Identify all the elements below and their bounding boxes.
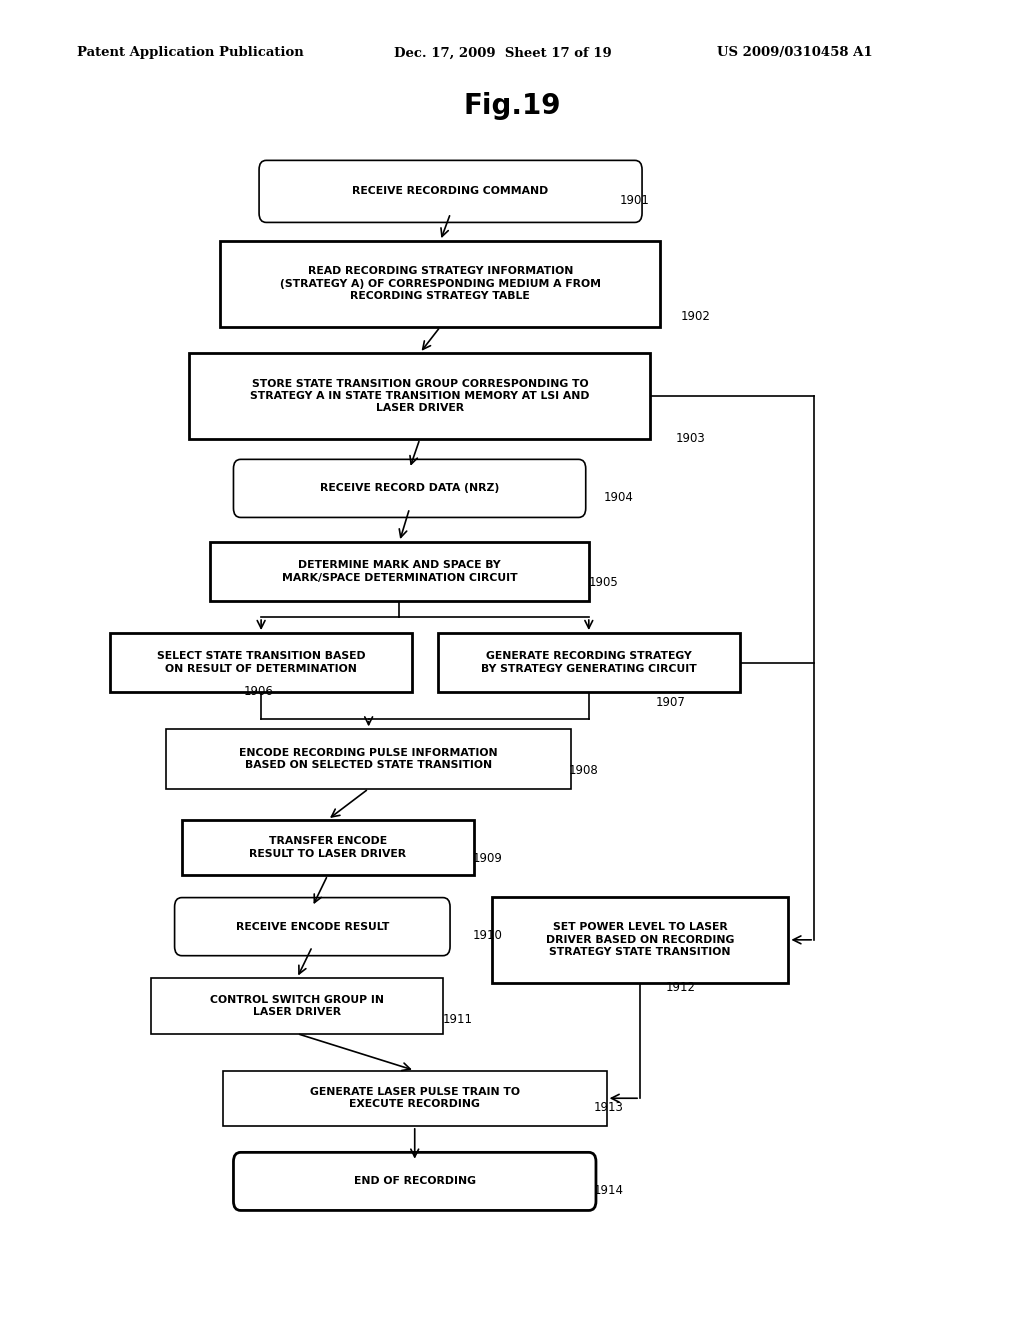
Text: Patent Application Publication: Patent Application Publication bbox=[77, 46, 303, 59]
FancyBboxPatch shape bbox=[223, 1071, 606, 1126]
Text: READ RECORDING STRATEGY INFORMATION
(STRATEGY A) OF CORRESPONDING MEDIUM A FROM
: READ RECORDING STRATEGY INFORMATION (STR… bbox=[280, 267, 601, 301]
Text: RECEIVE RECORD DATA (NRZ): RECEIVE RECORD DATA (NRZ) bbox=[319, 483, 500, 494]
Text: 1901: 1901 bbox=[620, 194, 649, 207]
Text: SELECT STATE TRANSITION BASED
ON RESULT OF DETERMINATION: SELECT STATE TRANSITION BASED ON RESULT … bbox=[157, 652, 366, 673]
Text: END OF RECORDING: END OF RECORDING bbox=[353, 1176, 476, 1187]
FancyBboxPatch shape bbox=[166, 729, 571, 789]
Text: 1914: 1914 bbox=[594, 1184, 624, 1197]
Text: ENCODE RECORDING PULSE INFORMATION
BASED ON SELECTED STATE TRANSITION: ENCODE RECORDING PULSE INFORMATION BASED… bbox=[240, 748, 498, 770]
FancyBboxPatch shape bbox=[438, 634, 739, 692]
Text: 1909: 1909 bbox=[473, 851, 503, 865]
Text: 1913: 1913 bbox=[594, 1101, 624, 1114]
Text: RECEIVE ENCODE RESULT: RECEIVE ENCODE RESULT bbox=[236, 921, 389, 932]
FancyBboxPatch shape bbox=[111, 634, 412, 692]
Text: 1910: 1910 bbox=[473, 929, 503, 942]
Text: 1908: 1908 bbox=[568, 764, 598, 777]
Text: DETERMINE MARK AND SPACE BY
MARK/SPACE DETERMINATION CIRCUIT: DETERMINE MARK AND SPACE BY MARK/SPACE D… bbox=[282, 561, 517, 582]
Text: 1912: 1912 bbox=[666, 981, 695, 994]
Text: 1904: 1904 bbox=[604, 491, 634, 504]
Text: 1911: 1911 bbox=[442, 1012, 472, 1026]
FancyBboxPatch shape bbox=[182, 820, 473, 875]
FancyBboxPatch shape bbox=[210, 541, 589, 602]
Text: 1907: 1907 bbox=[655, 696, 685, 709]
Text: CONTROL SWITCH GROUP IN
LASER DRIVER: CONTROL SWITCH GROUP IN LASER DRIVER bbox=[210, 995, 384, 1016]
FancyBboxPatch shape bbox=[189, 354, 650, 438]
FancyBboxPatch shape bbox=[259, 160, 642, 223]
FancyBboxPatch shape bbox=[174, 898, 451, 956]
Text: RECEIVE RECORDING COMMAND: RECEIVE RECORDING COMMAND bbox=[352, 186, 549, 197]
Text: US 2009/0310458 A1: US 2009/0310458 A1 bbox=[717, 46, 872, 59]
Text: 1902: 1902 bbox=[681, 310, 711, 323]
FancyBboxPatch shape bbox=[233, 459, 586, 517]
FancyBboxPatch shape bbox=[233, 1152, 596, 1210]
Text: 1905: 1905 bbox=[589, 576, 618, 589]
Text: 1906: 1906 bbox=[244, 685, 273, 698]
Text: STORE STATE TRANSITION GROUP CORRESPONDING TO
STRATEGY A IN STATE TRANSITION MEM: STORE STATE TRANSITION GROUP CORRESPONDI… bbox=[250, 379, 590, 413]
Text: TRANSFER ENCODE
RESULT TO LASER DRIVER: TRANSFER ENCODE RESULT TO LASER DRIVER bbox=[249, 837, 407, 858]
Text: GENERATE RECORDING STRATEGY
BY STRATEGY GENERATING CIRCUIT: GENERATE RECORDING STRATEGY BY STRATEGY … bbox=[481, 652, 696, 673]
Text: Dec. 17, 2009  Sheet 17 of 19: Dec. 17, 2009 Sheet 17 of 19 bbox=[394, 46, 612, 59]
Text: GENERATE LASER PULSE TRAIN TO
EXECUTE RECORDING: GENERATE LASER PULSE TRAIN TO EXECUTE RE… bbox=[309, 1088, 520, 1109]
FancyBboxPatch shape bbox=[220, 240, 660, 326]
FancyBboxPatch shape bbox=[152, 978, 442, 1034]
FancyBboxPatch shape bbox=[492, 898, 788, 982]
Text: SET POWER LEVEL TO LASER
DRIVER BASED ON RECORDING
STRATEGY STATE TRANSITION: SET POWER LEVEL TO LASER DRIVER BASED ON… bbox=[546, 923, 734, 957]
Text: 1903: 1903 bbox=[676, 432, 706, 445]
Text: Fig.19: Fig.19 bbox=[463, 91, 561, 120]
